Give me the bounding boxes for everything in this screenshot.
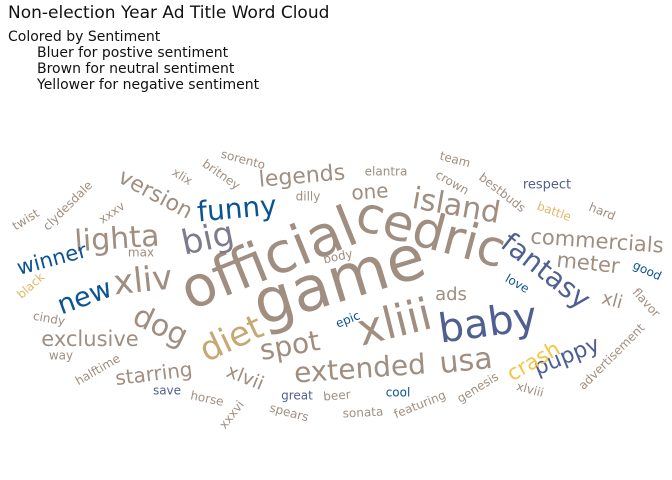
word-good: good bbox=[631, 258, 664, 283]
word-team: team bbox=[438, 149, 472, 171]
word-horse: horse bbox=[189, 388, 225, 409]
word-winner: winner bbox=[14, 238, 89, 280]
word-beer: beer bbox=[323, 387, 351, 403]
word-sonata: sonata bbox=[342, 404, 383, 420]
word-xli: xli bbox=[599, 288, 624, 314]
word-cindy: cindy bbox=[32, 309, 66, 328]
word-dilly: dilly bbox=[296, 190, 321, 204]
word-max: max bbox=[128, 246, 154, 260]
legend-line-neutral: Brown for neutral sentiment bbox=[37, 61, 235, 77]
legend-heading: Colored by Sentiment bbox=[8, 29, 161, 45]
word-sorento: sorento bbox=[219, 147, 266, 172]
word-cool: cool bbox=[386, 386, 411, 400]
word-flavor: flavor bbox=[630, 285, 663, 320]
word-way: way bbox=[49, 349, 73, 363]
legend-line-negative: Yellower for negative sentiment bbox=[37, 77, 260, 93]
word-xliv: xliv bbox=[111, 258, 174, 304]
word-funny: funny bbox=[196, 189, 278, 229]
word-legends: legends bbox=[258, 160, 346, 192]
word-body: body bbox=[322, 247, 354, 267]
chart-title: Non-election Year Ad Title Word Cloud bbox=[8, 3, 330, 23]
legend-line-positive: Bluer for postive sentiment bbox=[37, 45, 229, 61]
word-usa: usa bbox=[438, 341, 494, 381]
word-twist: twist bbox=[10, 206, 42, 233]
legend-text: Colored by Sentiment Bluer for postive s… bbox=[8, 29, 259, 93]
word-crash: crash bbox=[503, 336, 565, 385]
word-exclusive: exclusive bbox=[41, 327, 138, 351]
word-spears: spears bbox=[268, 401, 310, 425]
word-great: great bbox=[281, 389, 313, 403]
word-one: one bbox=[350, 178, 389, 205]
word-save: save bbox=[153, 384, 181, 398]
word-xlviii: xlviii bbox=[515, 379, 545, 400]
word-elantra: elantra bbox=[365, 165, 408, 179]
word-ads: ads bbox=[435, 284, 467, 305]
word-lighta: lighta bbox=[73, 219, 160, 260]
word-hard: hard bbox=[587, 200, 618, 223]
word-respect: respect bbox=[523, 178, 571, 193]
word-xlvii: xlvii bbox=[223, 360, 267, 395]
word-battle: battle bbox=[535, 199, 573, 224]
word-xlix: xlix bbox=[170, 165, 195, 188]
